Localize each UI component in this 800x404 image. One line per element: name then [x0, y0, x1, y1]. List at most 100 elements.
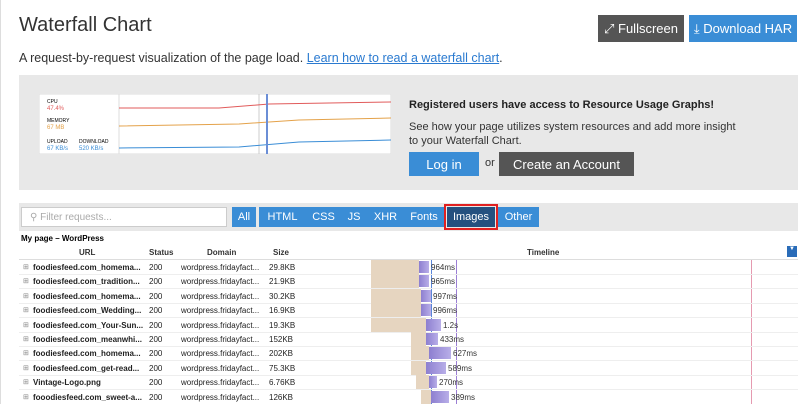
promo-text: See how your page utilizes system resour…: [409, 121, 736, 147]
status: 200: [149, 320, 163, 330]
filter-tab[interactable]: Fonts: [404, 207, 444, 227]
receive-bar: [419, 275, 429, 288]
timing: 997ms: [433, 291, 458, 301]
upload-label: UPLOAD: [47, 139, 68, 145]
expand-icon[interactable]: ⊞: [23, 264, 29, 271]
receive-bar: [429, 347, 451, 360]
receive-bar: [421, 304, 431, 317]
create-account-button[interactable]: Create an Account: [499, 152, 634, 176]
timing: 433ms: [440, 335, 465, 344]
url: foodiesfeed.com_meanwhi...: [33, 335, 142, 344]
request-row[interactable]: ⊞ foodiesfeed.com_homema... 200 wordpress.f…: [19, 288, 798, 304]
wait-bar: [411, 332, 426, 346]
cpu-value: 47.4%: [47, 106, 65, 112]
size: 152KB: [269, 335, 294, 344]
size: 202KB: [269, 349, 294, 359]
group-label: My page – WordPress: [21, 234, 104, 243]
url: Vintage-Logo.png: [33, 378, 101, 388]
request-row[interactable]: ⊞ foodiesfeed.com_homema... 200 wordpress.f…: [19, 346, 798, 362]
size: 126KB: [269, 392, 294, 402]
request-row[interactable]: ⊞ foodiesfeed.com_tradition... 200 wordpres…: [19, 274, 798, 290]
receive-bar: [426, 333, 438, 345]
download-button[interactable]: ⤓ Download HAR: [689, 15, 797, 42]
filter-input[interactable]: ⚲ Filter requests...: [21, 207, 227, 227]
expand-icon[interactable]: ⊞: [23, 292, 29, 300]
url: fooodiesfeed.com_sweet-a...: [33, 392, 142, 402]
filter-tab[interactable]: All: [232, 207, 256, 227]
domain: wordpress.fridayfact...: [181, 335, 260, 344]
timing: 964ms: [431, 263, 456, 272]
expand-icon[interactable]: ⊞: [23, 379, 29, 387]
url: foodiesfeed.com_Your-Sun...: [33, 320, 144, 330]
expand-icon[interactable]: ⊞: [23, 321, 29, 329]
size: 19.3KB: [269, 320, 296, 330]
request-row[interactable]: ⊞ Vintage-Logo.png 200 wordpress.fridayfact…: [19, 375, 798, 391]
domain: wordpress.fridayfact...: [181, 263, 260, 272]
wait-bar: [371, 274, 419, 289]
wait-bar: [411, 346, 429, 361]
domain: wordpress.fridayfact...: [181, 392, 260, 402]
fullscreen-button[interactable]: ⤢ Fullscreen: [598, 15, 684, 42]
expand-icon[interactable]: ⊞: [23, 278, 29, 286]
request-row[interactable]: ⊞ fooodiesfeed.com_sweet-a... 200 wordpress…: [19, 389, 798, 404]
receive-bar: [426, 318, 441, 331]
col-size: Size: [273, 248, 290, 257]
expand-icon[interactable]: ⊞: [23, 336, 29, 343]
label: Download HAR: [703, 21, 793, 36]
status: 200: [149, 363, 163, 373]
receive-bar: [429, 376, 437, 389]
status: 200: [149, 378, 163, 388]
size: 75.3KB: [269, 363, 296, 373]
timing: 627ms: [453, 349, 478, 359]
expand-icon[interactable]: ⊞: [23, 350, 29, 358]
timing: 270ms: [439, 378, 464, 388]
request-row[interactable]: ⊞ foodiesfeed.com_Wedding... 200 wordpress.…: [19, 303, 798, 319]
or-text: or: [485, 157, 495, 169]
request-row[interactable]: ⊞ foodiesfeed.com_homema... 200 wordpress.f…: [19, 260, 798, 275]
filter-tab[interactable]: Images: [444, 204, 498, 230]
request-row[interactable]: ⊞ foodiesfeed.com_Your-Sun... 200 wordpress…: [19, 317, 798, 333]
size: 21.9KB: [269, 277, 296, 287]
filter-tab[interactable]: XHR: [367, 207, 404, 227]
receive-bar: [419, 261, 429, 273]
request-row[interactable]: ⊞ foodiesfeed.com_meanwhi... 200 wordpress.…: [19, 332, 798, 347]
expand-icon[interactable]: ⊞: [23, 364, 29, 372]
timing: 996ms: [433, 306, 458, 316]
request-row[interactable]: ⊞ foodiesfeed.com_get-read... 200 wordpress…: [19, 360, 798, 376]
upload-value: 67 KB/s: [47, 146, 68, 152]
domain: wordpress.fridayfact...: [181, 291, 260, 301]
promo-heading: Registered users have access to Resource…: [409, 99, 715, 111]
filter-tab[interactable]: JS: [341, 207, 367, 227]
timing: 389ms: [451, 392, 476, 402]
domain: wordpress.fridayfact...: [181, 363, 260, 373]
col-status: Status: [149, 248, 174, 257]
preview-graph: CPU 47.4% MEMORY 67 MB UPLOAD 67 KB/s DO…: [39, 94, 391, 154]
filter-tab[interactable]: HTML: [259, 207, 306, 227]
login-button[interactable]: Log in: [409, 152, 479, 176]
table-header: URL Status Domain Size Timeline ▼: [19, 246, 798, 260]
size: 29.8KB: [269, 263, 296, 272]
url: foodiesfeed.com_get-read...: [33, 363, 140, 373]
wait-bar: [371, 288, 421, 303]
download-value: 520 KB/s: [79, 146, 103, 152]
wait-bar: [421, 389, 431, 404]
status: 200: [149, 306, 163, 316]
url: foodiesfeed.com_homema...: [33, 349, 141, 359]
status: 200: [149, 335, 163, 344]
url: foodiesfeed.com_homema...: [33, 291, 141, 301]
receive-bar: [431, 390, 449, 403]
filter-tab[interactable]: Other: [498, 207, 539, 227]
placeholder: Filter requests...: [40, 212, 112, 223]
domain: wordpress.fridayfact...: [181, 277, 260, 287]
filter-tab[interactable]: CSS: [306, 207, 341, 227]
timeline-menu[interactable]: ▼: [787, 246, 797, 257]
cpu-label: CPU: [47, 99, 58, 105]
domain: wordpress.fridayfact...: [181, 378, 260, 388]
timing: 965ms: [431, 277, 456, 287]
expand-icon[interactable]: ⊞: [23, 393, 29, 401]
wait-bar: [371, 260, 419, 274]
learn-link[interactable]: Learn how to read a waterfall chart: [306, 51, 500, 65]
expand-icon[interactable]: ⊞: [23, 307, 29, 315]
domain: wordpress.fridayfact...: [181, 306, 260, 316]
